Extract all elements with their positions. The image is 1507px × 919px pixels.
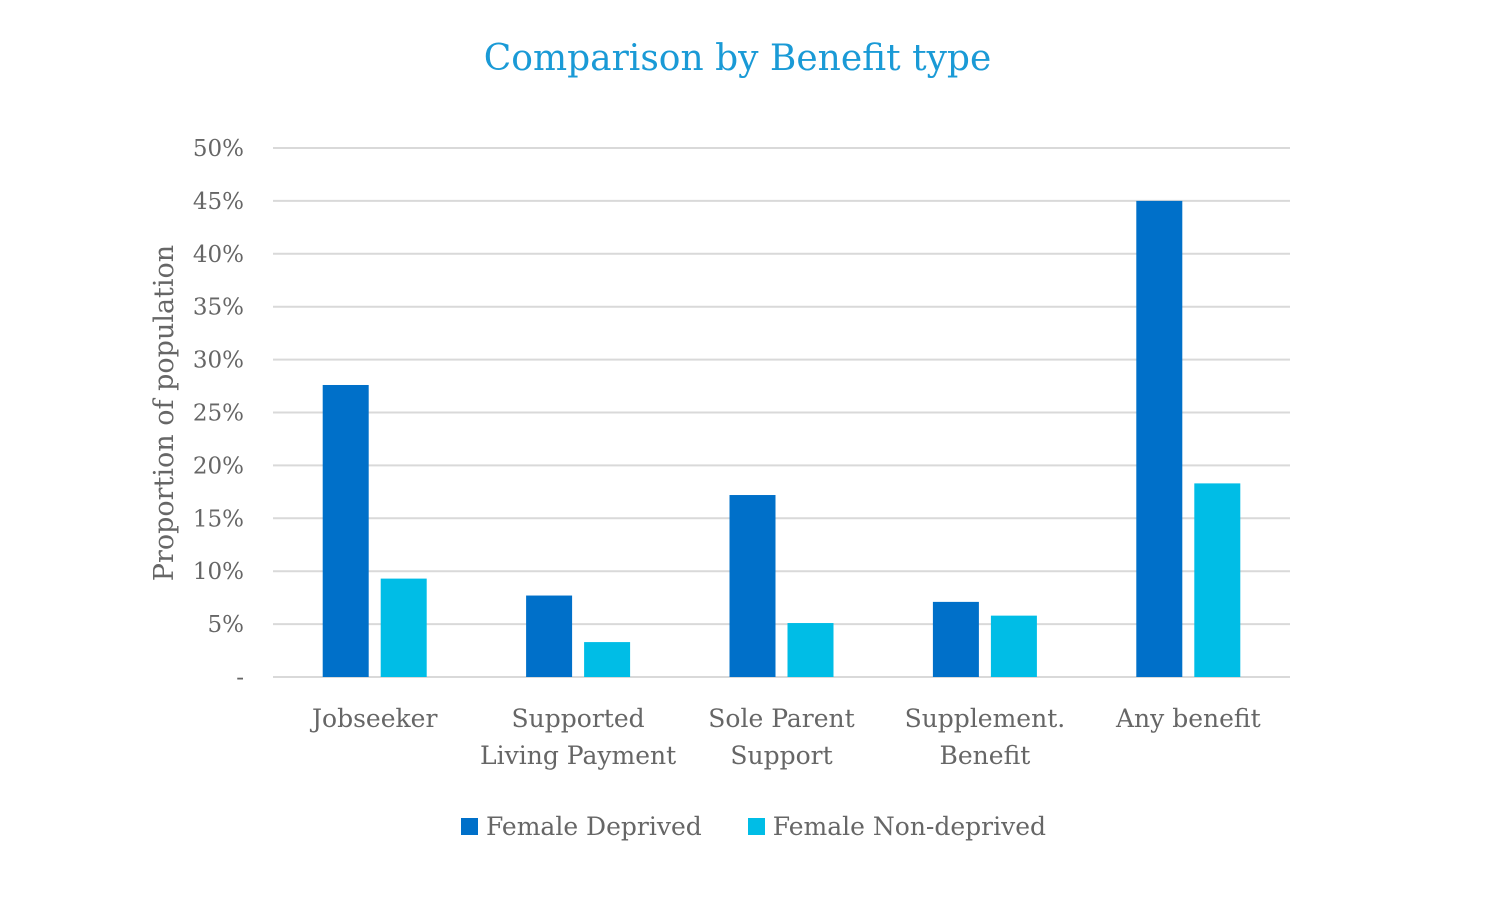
legend-swatch-female-non-deprived bbox=[747, 818, 765, 835]
y-tick-label: 40% bbox=[193, 242, 244, 268]
x-tick-label: Any benefit bbox=[1115, 704, 1261, 733]
x-tick-label-line: Supplement. bbox=[905, 704, 1066, 733]
y-tick-label: 35% bbox=[193, 295, 244, 321]
legend-label-female-non-deprived: Female Non-deprived bbox=[772, 812, 1047, 841]
x-tick-label: Supplement. Benefit bbox=[905, 704, 1066, 770]
y-tick-label: 30% bbox=[193, 348, 244, 374]
bar-female-deprived bbox=[526, 595, 573, 677]
bar-female-non-deprived bbox=[787, 623, 834, 677]
x-tick-label-line: Support bbox=[730, 741, 832, 770]
x-tick-label: Sole Parent Support bbox=[708, 704, 854, 770]
y-tick-label: 15% bbox=[193, 506, 244, 532]
x-tick-label-line: Living Payment bbox=[480, 741, 676, 770]
y-tick-label: 10% bbox=[193, 559, 244, 585]
x-tick-label-line: Any benefit bbox=[1115, 704, 1261, 733]
x-axis-ticks: Jobseeker Supported Living Payment Sole Par… bbox=[309, 704, 1261, 770]
bar-female-deprived bbox=[1136, 200, 1183, 677]
gridlines bbox=[273, 147, 1290, 678]
y-tick-label: - bbox=[236, 665, 244, 691]
x-tick-label: Supported Living Payment bbox=[480, 704, 676, 770]
legend-item-female-non-deprived: Female Non-deprived bbox=[747, 812, 1047, 841]
y-axis-label: Proportion of population bbox=[149, 245, 180, 581]
y-tick-label: 25% bbox=[193, 401, 244, 427]
bar-female-deprived bbox=[932, 601, 979, 677]
legend-swatch-female-deprived bbox=[460, 818, 478, 835]
chart-title: Comparison by Benefit type bbox=[483, 38, 992, 79]
x-tick-label-line: Jobseeker bbox=[309, 704, 437, 733]
y-tick-label: 20% bbox=[193, 453, 244, 479]
x-tick-label-line: Supported bbox=[512, 704, 645, 733]
y-tick-label: 5% bbox=[208, 612, 245, 638]
bar-female-non-deprived bbox=[1194, 483, 1241, 677]
x-tick-label-line: Sole Parent bbox=[708, 704, 854, 733]
y-axis-ticks: - 5% 10% 15% 20% 25% 30% 35% 40% 45% 50% bbox=[193, 136, 244, 691]
legend: Female Deprived Female Non-deprived bbox=[0, 812, 1507, 841]
bar-female-non-deprived bbox=[990, 615, 1037, 677]
legend-label-female-deprived: Female Deprived bbox=[485, 812, 702, 841]
x-tick-label-line: Benefit bbox=[940, 741, 1031, 770]
bar-female-deprived bbox=[322, 384, 369, 677]
bars bbox=[322, 200, 1241, 677]
bar-female-non-deprived bbox=[584, 642, 631, 677]
y-tick-label: 45% bbox=[193, 189, 244, 215]
legend-item-female-deprived: Female Deprived bbox=[460, 812, 702, 841]
bar-female-non-deprived bbox=[380, 578, 427, 677]
x-tick-label: Jobseeker bbox=[309, 704, 437, 733]
y-tick-label: 50% bbox=[193, 136, 244, 162]
bar-female-deprived bbox=[729, 495, 776, 677]
bar-chart: - 5% 10% 15% 20% 25% 30% 35% 40% 45% 50% Jobseeker… bbox=[149, 136, 1290, 770]
